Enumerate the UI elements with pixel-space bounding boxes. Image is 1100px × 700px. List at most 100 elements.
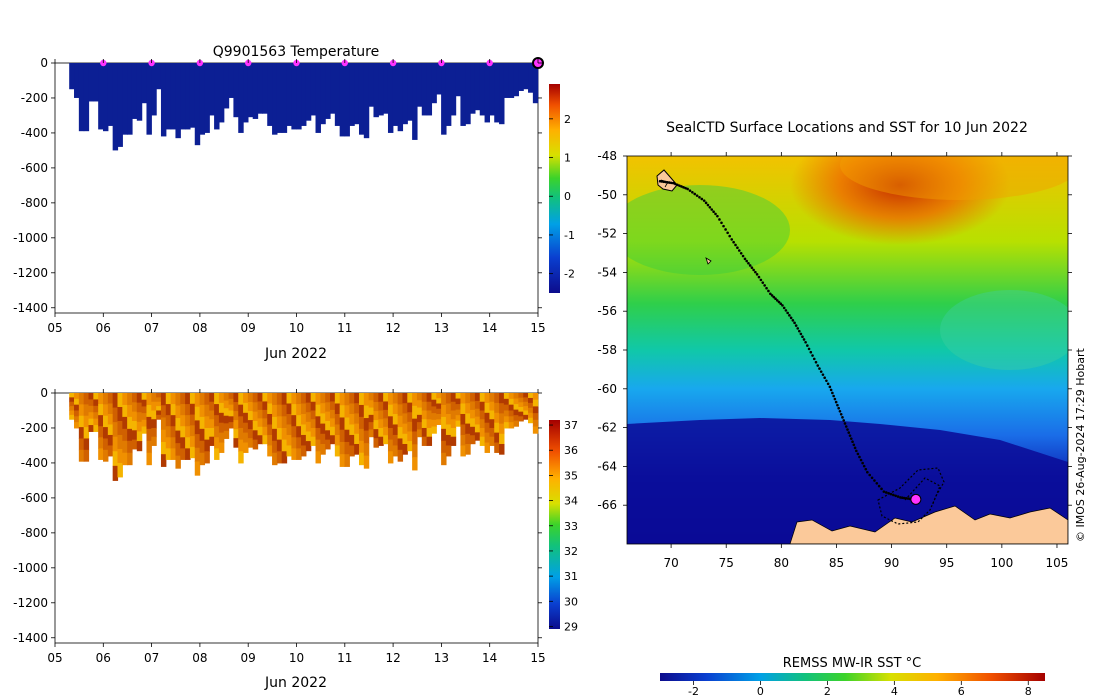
track-point bbox=[691, 191, 694, 194]
salinity-y-axis: 0 -200 -400 -600 -800 -1000 -1200 -1400 bbox=[13, 386, 542, 645]
salinity-profile-segment bbox=[460, 424, 466, 436]
seal-track bbox=[658, 179, 914, 501]
salinity-profile-segment bbox=[214, 415, 220, 427]
sst-colorbar-tick-label: 2 bbox=[824, 685, 831, 698]
salinity-profile-segment bbox=[69, 406, 75, 411]
salinity-profile-segment bbox=[523, 393, 529, 398]
salinity-profile-segment bbox=[107, 424, 114, 436]
track-point bbox=[747, 261, 750, 265]
salinity-profile-segment bbox=[69, 414, 75, 420]
temperature-profile-bar bbox=[455, 63, 462, 97]
salinity-profile-segment bbox=[479, 436, 486, 446]
y-tick-label: -600 bbox=[21, 161, 48, 175]
salinity-profile-segment bbox=[276, 393, 283, 406]
salinity-profile-segment bbox=[513, 404, 519, 411]
track-point bbox=[722, 224, 725, 228]
salinity-profile-segment bbox=[421, 419, 428, 429]
colorbar-tick-label: -1 bbox=[564, 229, 575, 242]
salinity-profile-segment bbox=[262, 418, 268, 428]
track-point bbox=[846, 428, 849, 431]
salinity-profile-segment bbox=[233, 420, 239, 430]
salinity-colorbar bbox=[549, 420, 560, 629]
salinity-profile-segment bbox=[455, 404, 462, 411]
track-point bbox=[674, 182, 677, 186]
salinity-profile-segment bbox=[513, 409, 519, 416]
salinity-profile-segment bbox=[223, 408, 230, 417]
salinity-profile-segment bbox=[165, 437, 172, 449]
salinity-profile-segment bbox=[69, 410, 75, 416]
track-point bbox=[712, 210, 715, 214]
salinity-profile-segment bbox=[286, 424, 292, 436]
salinity-profile-segment bbox=[238, 439, 244, 452]
track-point bbox=[745, 259, 748, 263]
temperature-profile-bar bbox=[243, 63, 249, 123]
salinity-profile-segment bbox=[484, 393, 490, 404]
track-point bbox=[754, 270, 757, 274]
temperature-profile-bar bbox=[78, 63, 85, 132]
salinity-profile-segment bbox=[445, 403, 452, 415]
track-point bbox=[825, 379, 828, 383]
salinity-profile-segment bbox=[363, 443, 370, 457]
track-point bbox=[732, 240, 735, 244]
salinity-profile-segment bbox=[325, 439, 331, 450]
x-tick-label: 15 bbox=[530, 651, 545, 665]
salinity-profile-segment bbox=[93, 399, 99, 407]
track-point bbox=[720, 221, 723, 225]
track-point bbox=[767, 289, 770, 293]
salinity-profile-segment bbox=[320, 423, 326, 435]
salinity-profile-segment bbox=[397, 427, 404, 439]
salinity-profile-segment bbox=[344, 417, 350, 431]
salinity-profile-segment bbox=[436, 419, 442, 425]
salinity-profile-segment bbox=[156, 397, 162, 403]
salinity-profile-segment bbox=[310, 410, 317, 420]
salinity-profile-segment bbox=[247, 393, 254, 403]
salinity-profile-segment bbox=[199, 452, 206, 466]
salinity-profile-segment bbox=[470, 426, 476, 436]
salinity-profile-segment bbox=[378, 401, 384, 411]
track-point bbox=[680, 185, 683, 188]
salinity-profile-segment bbox=[78, 438, 85, 451]
salinity-profile-segment bbox=[310, 427, 317, 438]
salinity-profile-segment bbox=[296, 448, 302, 460]
salinity-profile-segment bbox=[218, 442, 225, 453]
track-point bbox=[775, 299, 779, 302]
temperature-profile-bar bbox=[363, 63, 370, 139]
track-point bbox=[772, 295, 776, 299]
track-point bbox=[802, 338, 806, 341]
salinity-profile-segment bbox=[209, 401, 215, 411]
salinity-profile-segment bbox=[141, 426, 148, 434]
salinity-profile-segment bbox=[392, 445, 399, 457]
salinity-profile-segment bbox=[257, 409, 263, 419]
temperature-profile-bar bbox=[180, 63, 186, 130]
salinity-profile-segment bbox=[392, 413, 399, 425]
salinity-profile-segment bbox=[494, 402, 500, 414]
salinity-profile-segment bbox=[262, 409, 268, 419]
salinity-profile-segment bbox=[532, 399, 539, 407]
track-point bbox=[770, 294, 774, 297]
salinity-profile-segment bbox=[407, 421, 413, 432]
salinity-profile-segment bbox=[320, 413, 326, 425]
salinity-profile-segment bbox=[523, 401, 529, 407]
salinity-profile-segment bbox=[160, 454, 167, 467]
salinity-profile-segment bbox=[334, 434, 341, 446]
salinity-profile-segment bbox=[185, 448, 191, 460]
temperature-profile-bar bbox=[421, 63, 428, 116]
salinity-profile-segment bbox=[156, 406, 162, 411]
salinity-profile-segment bbox=[276, 416, 283, 429]
salinity-profile-segment bbox=[407, 393, 413, 404]
salinity-profile-segment bbox=[421, 393, 428, 403]
salinity-profile-segment bbox=[98, 448, 104, 460]
track-point bbox=[777, 300, 781, 304]
temperature-profile-bar bbox=[286, 63, 292, 126]
salinity-profile-segment bbox=[156, 414, 162, 420]
salinity-profile-segment bbox=[98, 426, 104, 438]
temperature-profile-bar bbox=[532, 63, 539, 104]
salinity-profile-segment bbox=[354, 413, 360, 425]
track-point bbox=[896, 495, 900, 498]
track-point bbox=[836, 403, 839, 407]
temperature-profile-bar bbox=[305, 63, 312, 121]
x-tick-label: 08 bbox=[192, 651, 207, 665]
track-point bbox=[873, 479, 876, 482]
salinity-profile-segment bbox=[160, 405, 167, 418]
track-point bbox=[862, 464, 866, 468]
